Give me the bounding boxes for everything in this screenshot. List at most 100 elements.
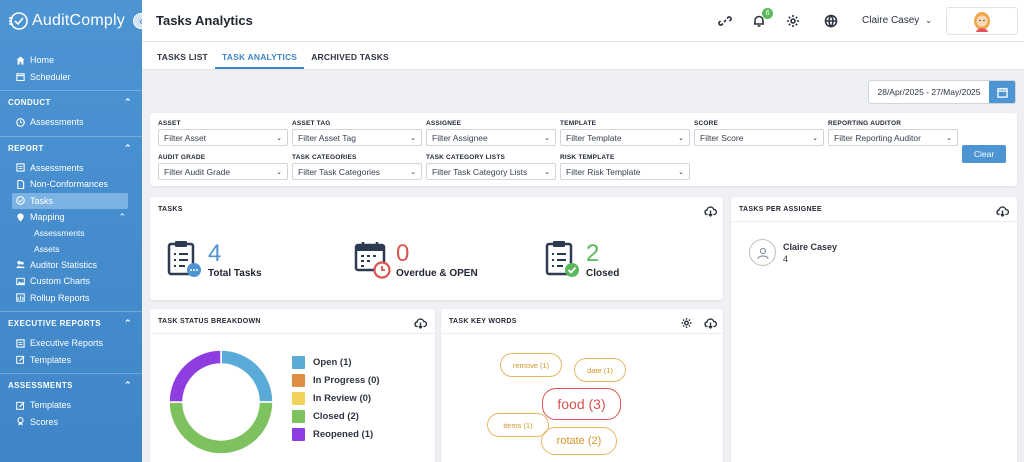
sidebar-item-conduct-assessments[interactable]: Assessments: [0, 114, 142, 131]
filter-label: ASSIGNEE: [426, 120, 462, 127]
legend-item-open[interactable]: Open (1): [292, 353, 380, 371]
task-key-words-card: TASK KEY WORDS remove (1) date (1) food …: [441, 309, 723, 462]
keyword-rotate[interactable]: rotate (2): [541, 427, 617, 455]
legend-swatch: [292, 391, 305, 405]
download-icon[interactable]: [414, 316, 428, 329]
section-title: EXECUTIVE REPORTS: [8, 319, 102, 328]
download-icon[interactable]: [704, 204, 718, 217]
donut-slice-open[interactable]: [220, 349, 274, 403]
card-title: TASK STATUS BREAKDOWN: [158, 318, 261, 325]
download-icon[interactable]: [996, 204, 1010, 217]
globe-icon[interactable]: [824, 14, 838, 28]
section-conduct[interactable]: CONDUCT ⌃: [0, 90, 142, 114]
sidebar-item-assess-templates[interactable]: Templates: [0, 397, 142, 414]
assignee-row[interactable]: Claire Casey 4: [749, 239, 837, 266]
avatar[interactable]: [946, 6, 1018, 35]
assignee-name: Claire Casey: [783, 241, 838, 252]
sidebar-item-label: Auditor Statistics: [30, 259, 98, 270]
sidebar-item-mapping[interactable]: Mapping ⌃: [0, 209, 142, 226]
filter-risk-template: RISK TEMPLATE Filter Risk Template ⌄: [560, 154, 690, 180]
chevron-down-icon[interactable]: ⌄: [925, 16, 932, 25]
legend-swatch: [292, 427, 305, 441]
app-logo[interactable]: AuditComply ‹: [0, 0, 142, 42]
stat-value: 0: [396, 240, 410, 267]
audit-grade-select[interactable]: Filter Audit Grade ⌄: [158, 163, 288, 180]
section-report[interactable]: REPORT ⌃: [0, 135, 142, 160]
sidebar-item-label: Templates: [30, 354, 72, 365]
keyword-date[interactable]: date (1): [574, 358, 626, 382]
sidebar-item-non-conformances[interactable]: Non-Conformances: [0, 176, 142, 193]
filter-label: RISK TEMPLATE: [560, 154, 615, 161]
edit-icon: [16, 401, 25, 410]
sidebar-item-executive-reports[interactable]: Executive Reports: [0, 335, 142, 352]
stat-label: Total Tasks: [208, 268, 262, 279]
sidebar-collapse-button[interactable]: ‹: [133, 13, 142, 29]
status-donut-chart: [168, 349, 274, 455]
legend-item-closed[interactable]: Closed (2): [292, 407, 380, 425]
sidebar-item-exec-templates[interactable]: Templates: [0, 352, 142, 369]
select-value: Filter Score: [700, 132, 744, 143]
sidebar-item-scheduler[interactable]: Scheduler: [0, 69, 142, 86]
task-categories-select[interactable]: Filter Task Categories ⌄: [292, 163, 422, 180]
reporting-auditor-select[interactable]: Filter Reporting Auditor ⌄: [828, 129, 958, 146]
donut-slice-reopened[interactable]: [168, 349, 222, 403]
legend-item-in-progress[interactable]: In Progress (0): [292, 371, 380, 389]
clear-filters-button[interactable]: Clear: [962, 145, 1006, 163]
section-assessments[interactable]: ASSESSMENTS ⌃: [0, 373, 142, 397]
assignee-select[interactable]: Filter Assignee ⌄: [426, 129, 556, 146]
image-icon: [16, 277, 25, 285]
chevron-down-icon: ⌄: [678, 168, 684, 176]
asset-select[interactable]: Filter Asset ⌄: [158, 129, 288, 146]
keyword-items[interactable]: items (1): [487, 413, 549, 437]
download-icon[interactable]: [704, 316, 718, 329]
keyword-remove[interactable]: remove (1): [500, 353, 562, 377]
tasks-icon: [16, 196, 25, 206]
page-title: Tasks Analytics: [156, 13, 253, 28]
user-avatar-illustration: [974, 11, 990, 32]
card-title: TASK KEY WORDS: [449, 318, 517, 325]
divider: [731, 221, 1017, 222]
divider: [441, 333, 723, 334]
filter-asset: ASSET Filter Asset ⌄: [158, 120, 288, 146]
sidebar-item-auditor-statistics[interactable]: Auditor Statistics: [0, 257, 142, 274]
filter-task-category-lists: TASK CATEGORY LISTS Filter Task Category…: [426, 154, 556, 180]
date-range-value[interactable]: 28/Apr/2025 - 27/May/2025: [877, 87, 981, 97]
bell-icon[interactable]: 6: [752, 7, 774, 28]
filter-task-categories: TASK CATEGORIES Filter Task Categories ⌄: [292, 154, 422, 180]
sidebar-subitem-mapping-assessments[interactable]: Assessments: [0, 226, 142, 242]
tab-archived-tasks[interactable]: ARCHIVED TASKS: [311, 52, 389, 62]
keyword-food[interactable]: food (3): [542, 388, 621, 420]
link-icon[interactable]: [718, 14, 732, 28]
sidebar-item-home[interactable]: Home: [0, 52, 142, 69]
date-range-picker[interactable]: 28/Apr/2025 - 27/May/2025: [868, 80, 1016, 104]
legend-item-reopened[interactable]: Reopened (1): [292, 425, 380, 443]
sidebar-item-report-assessments[interactable]: Assessments: [0, 160, 142, 177]
users-icon: [16, 261, 25, 269]
section-executive-reports[interactable]: EXECUTIVE REPORTS ⌃: [0, 311, 142, 335]
filter-asset-tag: ASSET TAG Filter Asset Tag ⌄: [292, 120, 422, 146]
sidebar-item-tasks[interactable]: Tasks: [12, 192, 128, 209]
gear-icon[interactable]: [786, 14, 800, 28]
template-select[interactable]: Filter Template ⌄: [560, 129, 690, 146]
task-category-lists-select[interactable]: Filter Task Category Lists ⌄: [426, 163, 556, 180]
sidebar-item-custom-charts[interactable]: Custom Charts: [0, 273, 142, 290]
calendar-button[interactable]: [989, 81, 1015, 103]
section-title: REPORT: [8, 143, 44, 153]
legend-item-in-review[interactable]: In Review (0): [292, 389, 380, 407]
sidebar-item-rollup-reports[interactable]: Rollup Reports: [0, 290, 142, 307]
risk-template-select[interactable]: Filter Risk Template ⌄: [560, 163, 690, 180]
filter-panel: ASSET Filter Asset ⌄ ASSET TAG Filter Ass…: [150, 113, 1017, 186]
card-title: TASKS: [158, 206, 183, 213]
select-value: Filter Asset: [164, 132, 207, 143]
tab-task-analytics[interactable]: TASK ANALYTICS: [214, 52, 305, 69]
tab-tasks-list[interactable]: TASKS LIST: [157, 52, 208, 62]
user-name[interactable]: Claire Casey: [862, 15, 920, 26]
asset-tag-select[interactable]: Filter Asset Tag ⌄: [292, 129, 422, 146]
donut-slice-closed[interactable]: [168, 401, 274, 455]
score-select[interactable]: Filter Score ⌄: [694, 129, 824, 146]
sidebar-item-scores[interactable]: Scores: [0, 414, 142, 431]
top-header: Tasks Analytics 6 Claire Casey ⌄: [142, 0, 1024, 42]
gear-icon[interactable]: [680, 316, 693, 328]
task-status-card: TASK STATUS BREAKDOWN Open (1) In Progre…: [150, 309, 435, 462]
sidebar-subitem-assets[interactable]: Assets: [0, 241, 142, 257]
